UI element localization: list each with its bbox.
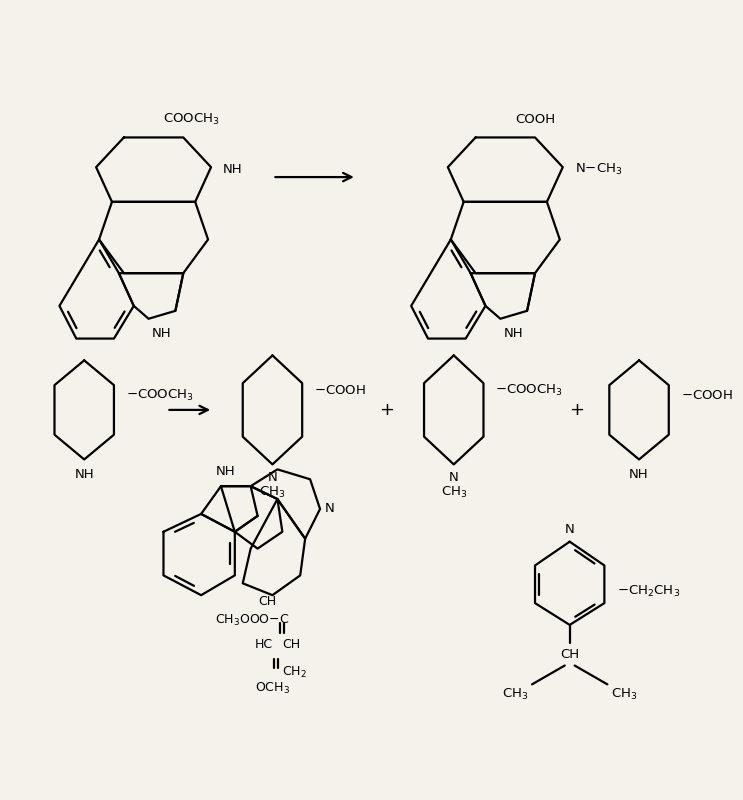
- Text: NH: NH: [629, 468, 649, 481]
- Text: CH$_3$OOO$-$C: CH$_3$OOO$-$C: [215, 614, 289, 629]
- Text: CH$_3$: CH$_3$: [441, 485, 467, 500]
- Text: $-$COOCH$_3$: $-$COOCH$_3$: [126, 387, 193, 402]
- Text: NH: NH: [216, 465, 236, 478]
- Text: $-$COOCH$_3$: $-$COOCH$_3$: [496, 382, 563, 398]
- Text: CH$_3$: CH$_3$: [502, 686, 528, 702]
- Text: CH: CH: [259, 594, 276, 608]
- Text: NH: NH: [223, 162, 242, 176]
- Text: NH: NH: [74, 468, 94, 481]
- Text: CH$_3$: CH$_3$: [259, 485, 286, 500]
- Text: OCH$_3$: OCH$_3$: [255, 681, 290, 696]
- Text: N: N: [449, 470, 458, 484]
- Text: N: N: [565, 523, 574, 536]
- Text: COOCH$_3$: COOCH$_3$: [163, 112, 220, 127]
- Text: $+$: $+$: [379, 401, 394, 419]
- Text: HC: HC: [255, 638, 273, 651]
- Text: NH: NH: [152, 327, 172, 340]
- Text: CH: CH: [282, 638, 300, 651]
- Text: CH$_3$: CH$_3$: [611, 686, 637, 702]
- Text: COOH: COOH: [515, 113, 555, 126]
- Text: N$-$CH$_3$: N$-$CH$_3$: [574, 162, 622, 177]
- Text: CH$_2$: CH$_2$: [282, 665, 307, 680]
- Text: NH: NH: [504, 327, 523, 340]
- Text: $-$CH$_2$CH$_3$: $-$CH$_2$CH$_3$: [617, 584, 681, 598]
- Text: $+$: $+$: [569, 401, 584, 419]
- Text: $-$COOH: $-$COOH: [681, 389, 733, 402]
- Text: N: N: [267, 470, 277, 484]
- Text: CH: CH: [560, 648, 580, 661]
- Text: $-$COOH: $-$COOH: [314, 383, 366, 397]
- Text: N: N: [325, 502, 335, 515]
